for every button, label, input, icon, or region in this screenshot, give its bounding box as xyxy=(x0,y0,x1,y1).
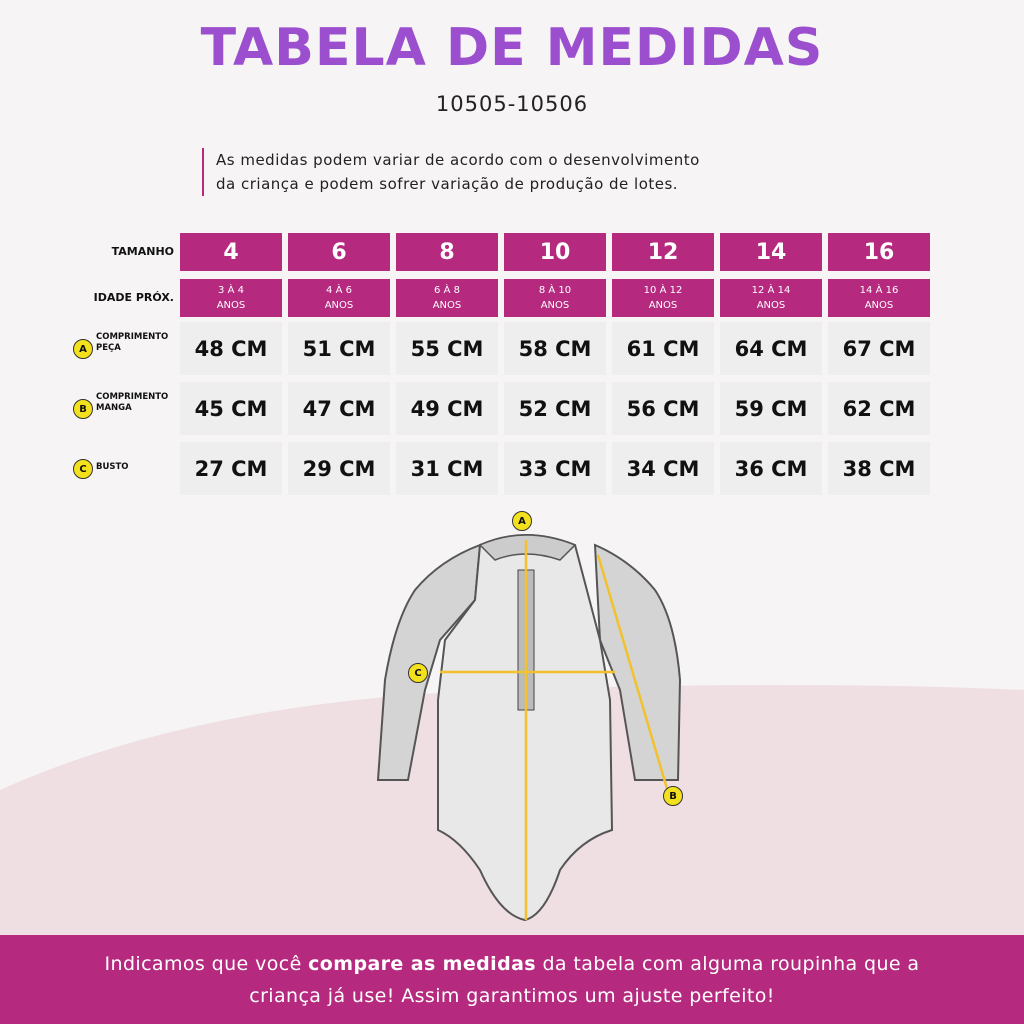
diagram-marker: A xyxy=(512,511,532,531)
age-line: 3 À 4 xyxy=(218,285,244,296)
age-cell: 14 À 16 ANOS xyxy=(828,279,930,317)
size-cell: 10 xyxy=(504,233,606,271)
measure-cell: 34 CM xyxy=(612,442,714,495)
footer-text: criança já use! Assim garantimos um ajus… xyxy=(249,985,775,1007)
size-cell: 16 xyxy=(828,233,930,271)
measure-cell: 27 CM xyxy=(180,442,282,495)
measure-cell: 33 CM xyxy=(504,442,606,495)
row-label: COMPRIMENTO PEÇA xyxy=(96,332,168,354)
measure-cell: 67 CM xyxy=(828,322,930,375)
measure-cell: 64 CM xyxy=(720,322,822,375)
age-line: ANOS xyxy=(540,300,570,311)
measure-cell: 62 CM xyxy=(828,382,930,435)
measure-cell: 47 CM xyxy=(288,382,390,435)
age-label: IDADE PRÓX. xyxy=(93,291,174,304)
measure-cell: 56 CM xyxy=(612,382,714,435)
measure-cell: 29 CM xyxy=(288,442,390,495)
age-line: ANOS xyxy=(864,300,894,311)
diagram-marker: B xyxy=(663,786,683,806)
size-cell: 14 xyxy=(720,233,822,271)
row-label-line: COMPRIMENTO xyxy=(96,392,169,402)
footer-text: da tabela com alguma roupinha que a xyxy=(536,953,920,975)
age-line: 10 À 12 xyxy=(643,285,683,296)
age-line: 6 À 8 xyxy=(434,285,460,296)
age-cell: 6 À 8 ANOS xyxy=(396,279,498,317)
measure-cell: 52 CM xyxy=(504,382,606,435)
age-cell: 10 À 12 ANOS xyxy=(612,279,714,317)
measure-cell: 55 CM xyxy=(396,322,498,375)
size-cell: 12 xyxy=(612,233,714,271)
diagram-marker: C xyxy=(408,663,428,683)
measure-cell: 49 CM xyxy=(396,382,498,435)
age-line: ANOS xyxy=(432,300,462,311)
row-label: COMPRIMENTO MANGA xyxy=(96,392,168,414)
row-marker: A xyxy=(73,339,93,359)
size-cell: 8 xyxy=(396,233,498,271)
age-line: ANOS xyxy=(756,300,786,311)
measure-cell: 38 CM xyxy=(828,442,930,495)
row-label: BUSTO xyxy=(96,462,129,473)
row-marker: B xyxy=(73,399,93,419)
age-line: ANOS xyxy=(648,300,678,311)
size-cell: 6 xyxy=(288,233,390,271)
measure-cell: 51 CM xyxy=(288,322,390,375)
row-label-line: BUSTO xyxy=(96,462,129,472)
measure-cell: 61 CM xyxy=(612,322,714,375)
age-line: ANOS xyxy=(216,300,246,311)
size-cell: 4 xyxy=(180,233,282,271)
age-line: 4 À 6 xyxy=(326,285,352,296)
age-cell: 8 À 10 ANOS xyxy=(504,279,606,317)
footer: Indicamos que você compare as medidas da… xyxy=(0,935,1024,1024)
note-line: da criança e podem sofrer variação de pr… xyxy=(216,175,679,193)
size-label: TAMANHO xyxy=(111,245,174,258)
age-line: 8 À 10 xyxy=(538,285,572,296)
title: TABELA DE MEDIDAS xyxy=(200,18,824,78)
measure-cell: 45 CM xyxy=(180,382,282,435)
measure-cell: 48 CM xyxy=(180,322,282,375)
row-label-line: MANGA xyxy=(96,403,132,413)
age-line: 12 À 14 xyxy=(751,285,791,296)
row-label-line: PEÇA xyxy=(96,343,121,353)
age-cell: 12 À 14 ANOS xyxy=(720,279,822,317)
note-line: As medidas podem variar de acordo com o … xyxy=(216,151,700,169)
row-label-line: COMPRIMENTO xyxy=(96,332,169,342)
measure-cell: 59 CM xyxy=(720,382,822,435)
footer-bold: compare as medidas xyxy=(308,953,537,975)
measure-cell: 36 CM xyxy=(720,442,822,495)
footer-text: Indicamos que você xyxy=(104,953,309,975)
note: As medidas podem variar de acordo com o … xyxy=(202,148,700,196)
measure-cell: 58 CM xyxy=(504,322,606,375)
product-code: 10505-10506 xyxy=(435,92,589,116)
measure-cell: 31 CM xyxy=(396,442,498,495)
age-line: 14 À 16 xyxy=(859,285,899,296)
age-line: ANOS xyxy=(324,300,354,311)
age-cell: 3 À 4 ANOS xyxy=(180,279,282,317)
row-marker: C xyxy=(73,459,93,479)
age-cell: 4 À 6 ANOS xyxy=(288,279,390,317)
